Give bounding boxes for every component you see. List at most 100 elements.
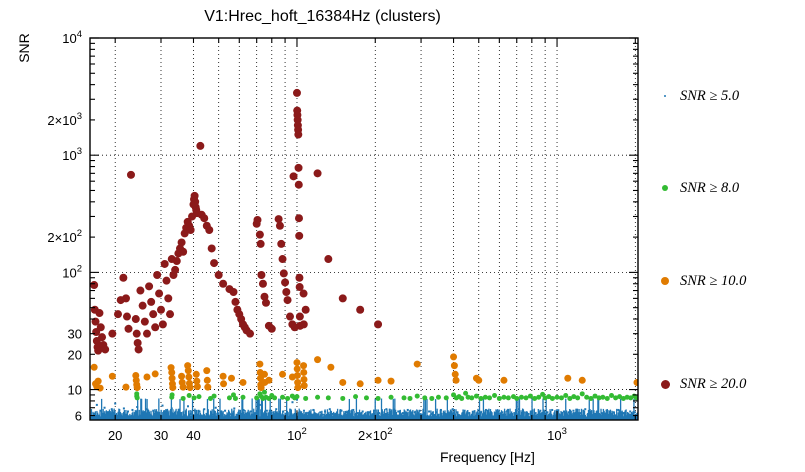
noise-needle (377, 409, 380, 420)
noise-needle (104, 411, 106, 420)
data-point (251, 413, 254, 416)
noise-needle (497, 412, 499, 420)
data-point (172, 257, 181, 266)
data-point (231, 297, 240, 306)
noise-needle (257, 398, 260, 420)
noise-needle (586, 416, 588, 420)
data-point (506, 409, 509, 412)
data-point (145, 282, 154, 291)
noise-needle (415, 413, 417, 420)
data-point (523, 395, 529, 401)
noise-needle (174, 410, 176, 420)
data-point (284, 413, 287, 416)
data-point (205, 225, 214, 234)
data-point (298, 411, 301, 414)
noise-needle (177, 408, 180, 420)
x-tick-label: 40 (186, 428, 200, 443)
data-point (328, 408, 331, 411)
noise-needle (241, 399, 243, 420)
noise-needle (154, 409, 156, 420)
data-point (268, 413, 271, 416)
noise-needle (573, 412, 576, 420)
noise-needle (320, 412, 322, 420)
y-tick-label: 6 (75, 409, 82, 424)
noise-needle (588, 398, 590, 420)
data-point (614, 414, 617, 417)
legend-label: SNR ≥ 5.0 (680, 87, 740, 104)
noise-needle (550, 410, 552, 420)
data-point (289, 172, 298, 181)
legend-item[interactable]: SNR ≥ 10.0 (650, 271, 746, 291)
x-tick-label: 30 (154, 428, 168, 443)
noise-needle (386, 409, 388, 420)
noise-needle (252, 415, 254, 420)
noise-needle (247, 409, 249, 420)
noise-needle (447, 410, 449, 420)
noise-needle (514, 413, 516, 420)
data-point (265, 409, 268, 412)
legend-item[interactable]: SNR ≥ 20.0 (650, 374, 746, 394)
data-point (275, 221, 284, 230)
noise-needle (126, 414, 128, 420)
noise-needle (514, 409, 517, 420)
noise-needle (145, 412, 147, 420)
data-point (560, 412, 563, 415)
noise-needle (326, 409, 329, 420)
noise-needle (159, 415, 162, 420)
noise-needle (351, 410, 354, 420)
data-point (122, 312, 131, 321)
data-point (388, 394, 394, 400)
noise-needle (463, 411, 465, 420)
noise-needle (202, 415, 204, 420)
noise-needle (276, 411, 278, 420)
noise-needle (282, 411, 284, 420)
noise-needle (538, 411, 540, 420)
noise-needle (572, 412, 575, 420)
data-point (600, 394, 606, 400)
noise-needle (319, 414, 322, 420)
noise-needle (198, 414, 201, 420)
noise-needle (357, 414, 359, 420)
data-point (514, 395, 520, 401)
legend-item[interactable]: SNR ≥ 5.0 (650, 86, 739, 106)
noise-needle (628, 413, 630, 420)
data-point (324, 255, 333, 264)
noise-needle (575, 408, 577, 420)
data-point (518, 394, 524, 400)
noise-needle (401, 412, 403, 420)
data-point (366, 414, 369, 417)
noise-needle (149, 415, 151, 420)
noise-needle (140, 398, 143, 420)
data-point (95, 403, 98, 406)
noise-needle (521, 408, 524, 420)
noise-needle (606, 408, 608, 420)
noise-needle (361, 411, 363, 420)
data-point (286, 412, 289, 415)
data-point (185, 373, 193, 381)
noise-needle (156, 411, 158, 420)
data-point (154, 415, 157, 418)
noise-needle (563, 410, 565, 420)
noise-needle (322, 416, 325, 420)
data-point (261, 412, 264, 415)
noise-needle (435, 415, 438, 420)
data-point (258, 403, 261, 406)
legend-item[interactable]: SNR ≥ 8.0 (650, 178, 739, 198)
noise-needle (380, 415, 382, 420)
data-point (503, 413, 506, 416)
legend-marker-2 (650, 185, 680, 191)
data-point (186, 225, 195, 234)
data-point (385, 408, 388, 411)
data-point (588, 411, 591, 414)
noise-needle (358, 409, 361, 420)
noise-needle (251, 398, 253, 420)
noise-needle (214, 410, 216, 420)
data-point (105, 413, 108, 416)
data-point (221, 413, 224, 416)
noise-needle (633, 398, 635, 420)
noise-needle (371, 413, 373, 420)
noise-needle (405, 411, 407, 420)
noise-needle (228, 411, 231, 420)
noise-needle (271, 414, 274, 420)
